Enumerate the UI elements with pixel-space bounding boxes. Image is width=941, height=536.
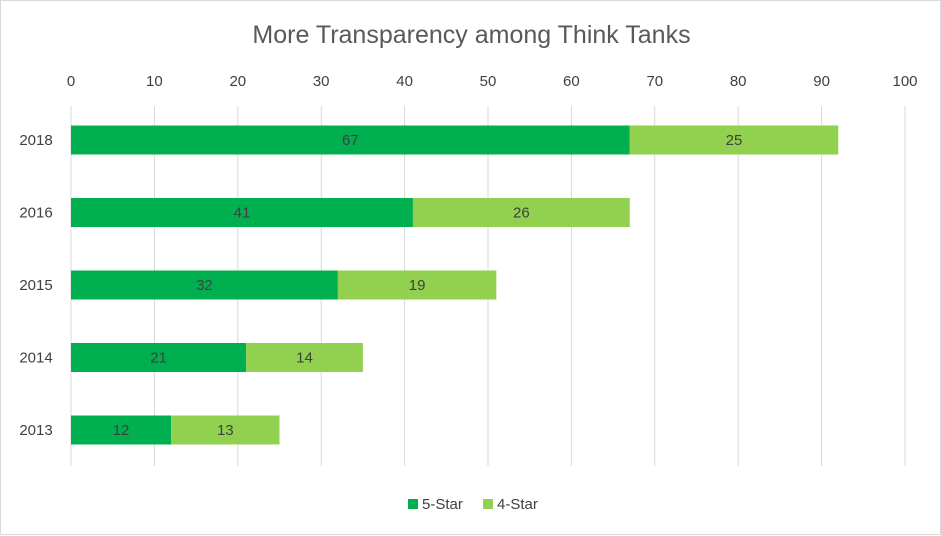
data-label: 32 [196,277,213,294]
x-tick-label: 70 [646,73,663,90]
data-label: 14 [296,350,313,367]
bar-4-star [412,198,630,227]
category-label: 2016 [19,205,52,222]
category-label: 2013 [19,422,52,439]
x-tick-label: 0 [67,73,75,90]
data-label: 19 [409,277,426,294]
data-label: 41 [234,205,251,222]
legend-label: 5-Star [422,496,463,513]
x-tick-label: 60 [563,73,580,90]
data-label: 13 [217,422,234,439]
bar-5-star [71,343,247,372]
x-tick-label: 40 [396,73,413,90]
data-label: 12 [113,422,130,439]
bar-4-star [629,125,839,155]
x-tick-label: 20 [229,73,246,90]
x-tick-label: 100 [892,73,917,90]
bar-5-star [71,415,172,445]
bar-5-star [71,125,630,155]
data-label: 26 [513,205,530,222]
x-tick-label: 50 [480,73,497,90]
category-label: 2018 [19,132,52,149]
x-tick-label: 90 [813,73,830,90]
category-label: 2015 [19,277,52,294]
legend-label: 4-Star [497,496,538,513]
x-tick-label: 80 [730,73,747,90]
bar-5-star [71,198,413,227]
data-label: 21 [150,350,167,367]
x-tick-label: 30 [313,73,330,90]
bar-4-star [171,415,280,445]
chart-title: More Transparency among Think Tanks [252,21,691,49]
x-tick-label: 10 [146,73,163,90]
legend-swatch [408,499,418,509]
bar-5-star [71,270,338,300]
bar-4-star [246,343,363,372]
legend-swatch [483,499,493,509]
data-label: 25 [726,132,743,149]
category-label: 2014 [19,350,52,367]
data-label: 67 [342,132,359,149]
bar-4-star [337,270,497,300]
